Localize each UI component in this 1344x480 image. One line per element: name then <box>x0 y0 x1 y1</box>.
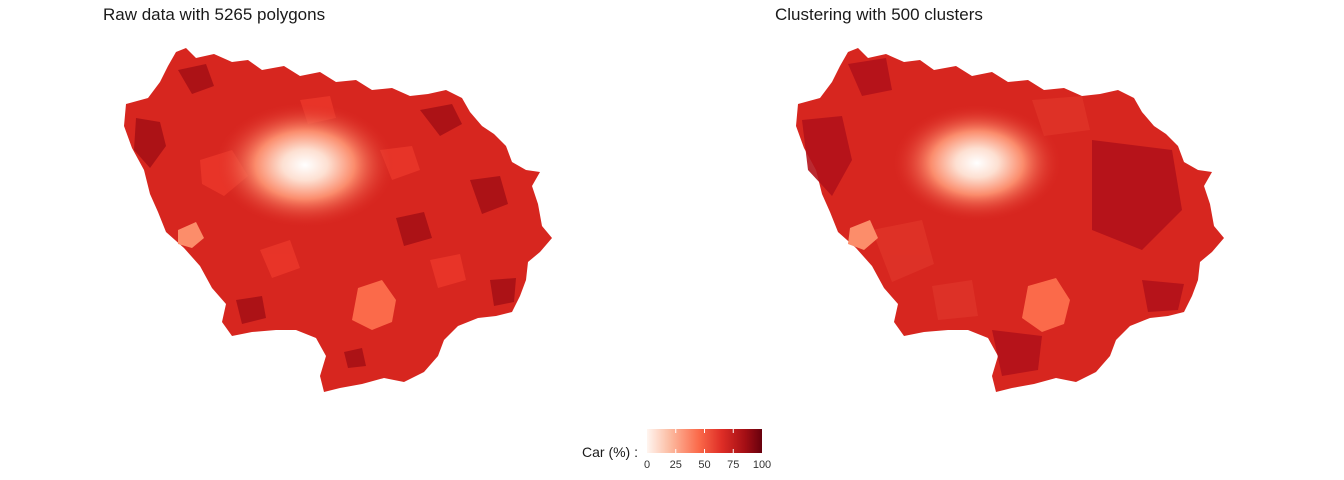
west-patch <box>178 222 204 248</box>
legend-tick-label: 0 <box>643 459 651 471</box>
panel-title: Raw data with 5265 polygons <box>103 5 326 24</box>
west-patch <box>848 220 878 250</box>
panel-raw-data: Raw data with 5265 polygons <box>0 0 672 420</box>
south-patch <box>352 280 396 330</box>
panel-title: Clustering with 500 clusters <box>775 5 983 24</box>
region-outline <box>796 48 1224 392</box>
dark-clusters <box>802 58 1184 376</box>
paris-center <box>215 103 395 227</box>
legend-tick-label: 100 <box>752 459 772 471</box>
legend-title: Car (%) : <box>582 444 638 460</box>
south-patch <box>1022 278 1070 332</box>
color-legend: Car (%) : 0 25 50 75 100 <box>580 428 780 474</box>
legend-tick-label: 75 <box>727 459 740 471</box>
dark-zones <box>134 64 516 368</box>
legend-tick-label: 50 <box>698 459 711 471</box>
mid-clusters <box>872 96 1090 320</box>
legend-tick-label: 25 <box>669 459 682 471</box>
panel-clustering: Clustering with 500 clusters <box>672 0 1344 420</box>
choropleth-map-clustered <box>796 48 1224 392</box>
legend-colorbar <box>647 429 762 453</box>
paris-center <box>893 105 1061 221</box>
choropleth-map-raw <box>124 48 552 392</box>
